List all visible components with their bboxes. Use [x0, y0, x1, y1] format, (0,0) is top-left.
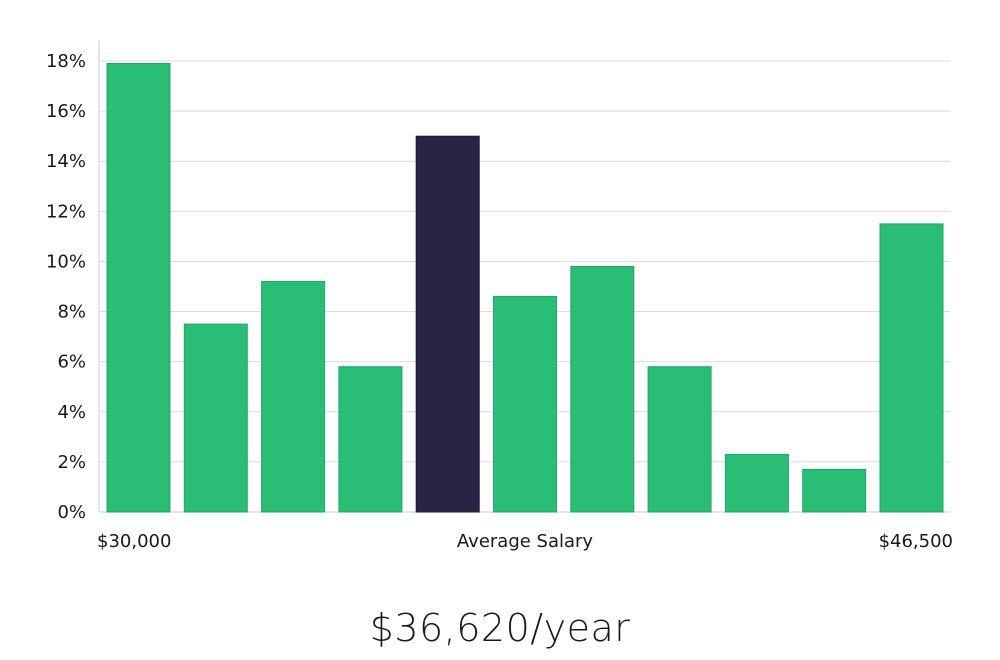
- bar: [338, 366, 403, 513]
- y-tick-label: 16%: [46, 101, 86, 122]
- y-tick-label: 8%: [57, 302, 86, 323]
- x-axis-min-label: $30,000: [97, 531, 171, 552]
- bar: [879, 223, 944, 513]
- bar: [570, 266, 635, 513]
- bar: [261, 281, 326, 513]
- y-axis-ticks: 0% 2% 4% 6% 8% 10% 12% 14% 16% 18%: [46, 51, 86, 523]
- bar: [106, 63, 171, 513]
- x-axis-max-label: $46,500: [879, 531, 953, 552]
- average-salary-value: $36,620/year: [369, 606, 631, 650]
- y-tick-label: 6%: [57, 352, 86, 373]
- y-tick-label: 4%: [57, 402, 86, 423]
- salary-histogram: 0% 2% 4% 6% 8% 10% 12% 14% 16% 18% $30,000 Averag…: [46, 40, 953, 552]
- y-tick-label: 18%: [46, 51, 86, 72]
- x-axis-title: Average Salary: [457, 531, 594, 552]
- y-tick-label: 0%: [57, 502, 86, 523]
- bar: [183, 323, 248, 513]
- y-tick-label: 14%: [46, 151, 86, 172]
- y-tick-label: 2%: [57, 452, 86, 473]
- bar: [802, 468, 867, 513]
- y-tick-label: 12%: [46, 201, 86, 222]
- bar: [493, 296, 557, 513]
- y-tick-label: 10%: [46, 251, 86, 272]
- bar: [724, 453, 789, 513]
- bar: [647, 366, 712, 513]
- bars: [106, 63, 944, 513]
- bar-highlighted: [415, 135, 480, 513]
